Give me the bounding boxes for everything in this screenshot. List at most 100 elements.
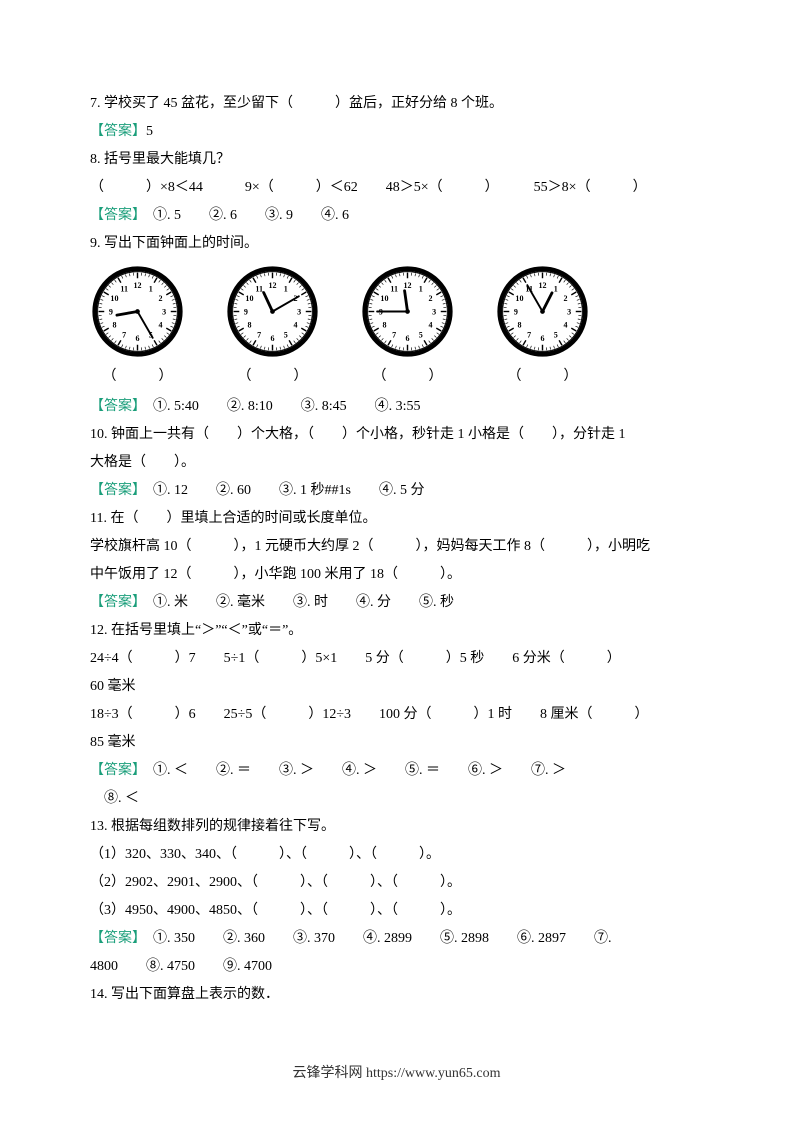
answer-9: 【答案】 ①. 5:40 ②. 8:10 ③. 8:45 ④. 3:55 [90, 393, 703, 421]
svg-text:4: 4 [429, 321, 433, 330]
svg-text:6: 6 [540, 334, 544, 343]
clock-1: 121234567891011 （ ） [90, 264, 185, 391]
clock-bracket: （ ） [508, 363, 578, 391]
svg-text:12: 12 [403, 281, 411, 290]
question-10-line1: 10. 钟面上一共有（ ）个大格，（ ）个小格，秒针走 1 小格是（ ），分针走… [90, 421, 703, 449]
question-13: 13. 根据每组数排列的规律接着往下写。 [90, 813, 703, 841]
clock-3: 121234567891011 （ ） [360, 264, 455, 391]
answer-12-line1: 【答案】 ①. ＜ ②. ＝ ③. ＞ ④. ＞ ⑤. ＝ ⑥. ＞ ⑦. ＞ [90, 757, 703, 785]
question-13-line2: （2）2902、2901、2900、（ ）、（ ）、（ ）。 [90, 869, 703, 897]
svg-text:4: 4 [564, 321, 568, 330]
svg-text:8: 8 [247, 321, 251, 330]
svg-text:11: 11 [255, 284, 263, 293]
clock-bracket: （ ） [103, 363, 173, 391]
svg-text:8: 8 [382, 321, 386, 330]
clock-bracket: （ ） [238, 363, 308, 391]
svg-text:12: 12 [268, 281, 276, 290]
clock-2: 121234567891011 （ ） [225, 264, 320, 391]
answer-label: 【答案】 [90, 208, 139, 223]
answer-value: ①. 350 ②. 360 ③. 370 ④. 2899 ⑤. 2898 ⑥. … [139, 931, 612, 946]
question-8-expr: （ ）×8＜44 9×（ ）＜62 48＞5×（ ） 55＞8×（ ） [90, 174, 703, 202]
question-12-line2: 18÷3（ ）6 25÷5（ ）12÷3 100 分（ ）1 时 8 厘米（ ） [90, 701, 703, 729]
question-7: 7. 学校买了 45 盆花，至少留下（ ）盆后，正好分给 8 个班。 [90, 90, 703, 118]
svg-text:3: 3 [567, 307, 571, 316]
svg-text:10: 10 [515, 294, 523, 303]
svg-text:3: 3 [162, 307, 166, 316]
clock-icon: 121234567891011 [225, 264, 320, 359]
answer-label: 【答案】 [90, 399, 139, 414]
svg-text:12: 12 [538, 281, 546, 290]
svg-text:5: 5 [419, 330, 423, 339]
question-12-line2b: 85 毫米 [90, 729, 703, 757]
question-10-line2: 大格是（ ）。 [90, 449, 703, 477]
svg-text:1: 1 [149, 284, 153, 293]
svg-text:12: 12 [133, 281, 141, 290]
answer-11: 【答案】 ①. 米 ②. 毫米 ③. 时 ④. 分 ⑤. 秒 [90, 589, 703, 617]
question-12: 12. 在括号里填上“＞”“＜”或“＝”。 [90, 617, 703, 645]
question-11-line2: 中午饭用了 12（ ），小华跑 100 米用了 18（ ）。 [90, 561, 703, 589]
question-12-line1b: 60 毫米 [90, 673, 703, 701]
svg-text:10: 10 [110, 294, 118, 303]
clock-bracket: （ ） [373, 363, 443, 391]
svg-text:6: 6 [270, 334, 274, 343]
answer-value: ①. 5:40 ②. 8:10 ③. 8:45 ④. 3:55 [139, 399, 421, 414]
answer-label: 【答案】 [90, 931, 139, 946]
clock-4: 121234567891011 （ ） [495, 264, 590, 391]
answer-label: 【答案】 [90, 595, 139, 610]
answer-label: 【答案】 [90, 763, 139, 778]
svg-text:2: 2 [429, 294, 433, 303]
svg-text:7: 7 [257, 330, 261, 339]
svg-text:2: 2 [159, 294, 163, 303]
svg-text:9: 9 [109, 307, 113, 316]
answer-12-line2: ⑧. ＜ [90, 785, 703, 813]
clocks-row: 121234567891011 （ ） 121234567891011 （ ） … [90, 264, 703, 391]
svg-text:8: 8 [517, 321, 521, 330]
page-footer: 云锋学科网 https://www.yun65.com [0, 1062, 793, 1082]
svg-text:7: 7 [392, 330, 396, 339]
svg-text:8: 8 [112, 321, 116, 330]
svg-text:10: 10 [380, 294, 388, 303]
question-13-line1: （1）320、330、340、（ ）、（ ）、（ ）。 [90, 841, 703, 869]
clock-icon: 121234567891011 [360, 264, 455, 359]
svg-text:9: 9 [244, 307, 248, 316]
svg-text:1: 1 [419, 284, 423, 293]
svg-text:11: 11 [120, 284, 128, 293]
answer-label: 【答案】 [90, 124, 146, 139]
answer-value: ①. 米 ②. 毫米 ③. 时 ④. 分 ⑤. 秒 [139, 595, 454, 610]
question-11-line1: 学校旗杆高 10（ ），1 元硬币大约厚 2（ ），妈妈每天工作 8（ ），小明… [90, 533, 703, 561]
question-9: 9. 写出下面钟面上的时间。 [90, 230, 703, 258]
clock-icon: 121234567891011 [90, 264, 185, 359]
svg-text:7: 7 [122, 330, 126, 339]
svg-text:10: 10 [245, 294, 253, 303]
svg-text:1: 1 [554, 284, 558, 293]
question-11: 11. 在（ ）里填上合适的时间或长度单位。 [90, 505, 703, 533]
clock-icon: 121234567891011 [495, 264, 590, 359]
question-8: 8. 括号里最大能填几？ [90, 146, 703, 174]
svg-text:6: 6 [135, 334, 139, 343]
svg-text:1: 1 [284, 284, 288, 293]
svg-text:5: 5 [554, 330, 558, 339]
svg-text:5: 5 [284, 330, 288, 339]
question-13-line3: （3）4950、4900、4850、（ ）、（ ）、（ ）。 [90, 897, 703, 925]
question-12-line1: 24÷4（ ）7 5÷1（ ）5×1 5 分（ ）5 秒 6 分米（ ） [90, 645, 703, 673]
answer-value: ①. ＜ ②. ＝ ③. ＞ ④. ＞ ⑤. ＝ ⑥. ＞ ⑦. ＞ [139, 763, 566, 778]
answer-value: ①. 5 ②. 6 ③. 9 ④. 6 [139, 208, 349, 223]
answer-label: 【答案】 [90, 483, 139, 498]
answer-value: 5 [146, 124, 153, 139]
question-14: 14. 写出下面算盘上表示的数． [90, 981, 703, 1009]
answer-13-line1: 【答案】 ①. 350 ②. 360 ③. 370 ④. 2899 ⑤. 289… [90, 925, 703, 953]
answer-8: 【答案】 ①. 5 ②. 6 ③. 9 ④. 6 [90, 202, 703, 230]
svg-text:3: 3 [297, 307, 301, 316]
svg-text:3: 3 [432, 307, 436, 316]
svg-text:7: 7 [527, 330, 531, 339]
answer-10: 【答案】 ①. 12 ②. 60 ③. 1 秒##1s ④. 5 分 [90, 477, 703, 505]
svg-text:4: 4 [159, 321, 163, 330]
svg-text:11: 11 [390, 284, 398, 293]
answer-value: ①. 12 ②. 60 ③. 1 秒##1s ④. 5 分 [139, 483, 424, 498]
svg-text:9: 9 [514, 307, 518, 316]
svg-text:6: 6 [405, 334, 409, 343]
answer-13-line2: 4800 ⑧. 4750 ⑨. 4700 [90, 953, 703, 981]
svg-text:2: 2 [564, 294, 568, 303]
svg-text:4: 4 [294, 321, 298, 330]
answer-7: 【答案】5 [90, 118, 703, 146]
